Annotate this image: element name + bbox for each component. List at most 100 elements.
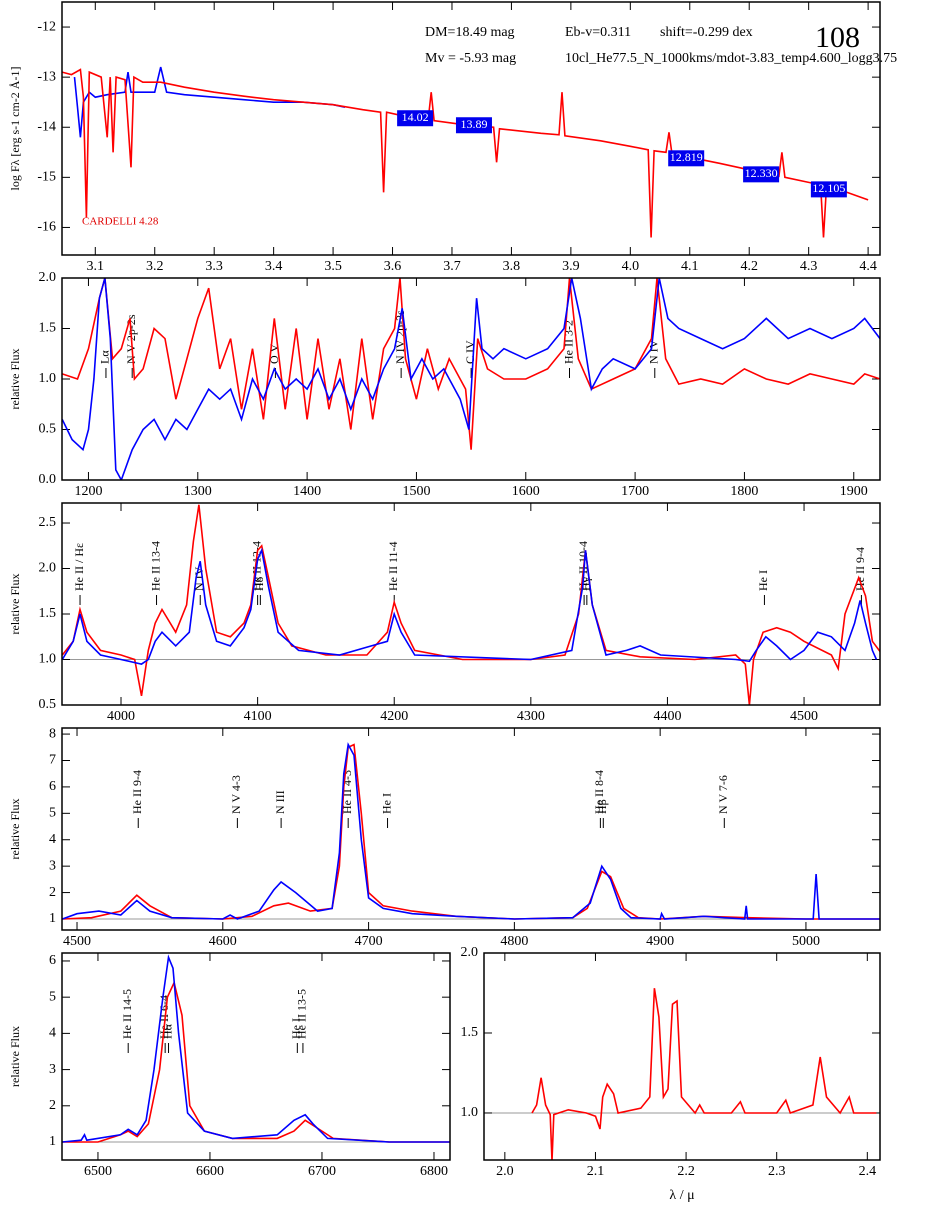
x-tick-label: 2.4 <box>859 1164 877 1179</box>
spectrum-line <box>62 954 450 1143</box>
photometry-label: 12.819 <box>670 150 703 164</box>
x-tick-label: 4700 <box>355 934 383 949</box>
y-axis-label: relative Flux <box>8 799 22 860</box>
photometry-label: 14.02 <box>402 110 429 124</box>
x-tick-label: 3.6 <box>384 259 402 274</box>
line-label: He II 3-2 <box>561 320 575 364</box>
y-axis-label: relative Flux <box>8 1026 22 1087</box>
x-tick-label: 3.4 <box>265 259 283 274</box>
y-tick-label: 7 <box>49 753 56 768</box>
x-tick-label: 4500 <box>63 934 91 949</box>
x-tick-label: 1700 <box>621 484 649 499</box>
x-tick-label: 4600 <box>209 934 237 949</box>
line-label: He II / Hε <box>72 543 86 591</box>
photometry-box <box>455 117 492 134</box>
spectrum-line <box>62 68 869 238</box>
x-tick-label: 3.3 <box>205 259 223 274</box>
y-tick-label: 4 <box>49 1026 56 1041</box>
y-tick-label: 2.0 <box>461 945 479 960</box>
y-tick-label: 0.5 <box>39 697 57 712</box>
plot-frame <box>61 952 451 1161</box>
line-label: He I <box>379 793 393 814</box>
photometry-box <box>810 181 847 198</box>
x-tick-label: 2.2 <box>677 1164 695 1179</box>
y-tick-label: 0.0 <box>39 472 57 487</box>
y-tick-label: 1.5 <box>39 321 57 336</box>
y-tick-label: 3 <box>49 858 56 873</box>
x-tick-label: 2.0 <box>496 1164 514 1179</box>
x-tick-label: 2.1 <box>587 1164 605 1179</box>
y-tick-label: -13 <box>37 69 56 84</box>
y-tick-label: -16 <box>37 220 56 235</box>
x-tick-label: 4100 <box>244 709 272 724</box>
y-tick-label: 5 <box>49 806 56 821</box>
x-tick-label: 3.8 <box>503 259 521 274</box>
line-label: N V 4-3 <box>229 775 243 814</box>
info-text: DM=18.49 mag <box>425 25 515 40</box>
x-tick-label: 4.1 <box>681 259 699 274</box>
y-axis-label: relative Flux <box>8 349 22 410</box>
photometry-box <box>397 110 434 127</box>
x-tick-label: 3.5 <box>324 259 342 274</box>
y-tick-label: 2.5 <box>39 515 57 530</box>
plot-frame <box>61 1 881 256</box>
photometry-label: 13.89 <box>460 117 487 131</box>
x-tick-label: 1900 <box>840 484 868 499</box>
line-label: He I <box>289 1018 303 1039</box>
x-tick-label: 1300 <box>184 484 212 499</box>
spectrum-line <box>62 742 880 920</box>
x-tick-label: 3.2 <box>146 259 164 274</box>
plot-frame <box>483 952 881 1161</box>
x-tick-label: 3.9 <box>562 259 580 274</box>
x-tick-label: 4000 <box>107 709 135 724</box>
x-tick-label: 4500 <box>790 709 818 724</box>
x-tick-label: 1200 <box>74 484 102 499</box>
plot-frame <box>61 502 881 706</box>
spectrum-line <box>531 988 877 1160</box>
y-tick-label: 2.0 <box>39 561 57 576</box>
y-tick-label: 2.0 <box>39 270 57 285</box>
y-tick-label: 6 <box>49 779 56 794</box>
y-tick-label: 2 <box>49 1098 56 1113</box>
y-tick-label: 6 <box>49 953 56 968</box>
x-tick-label: 1600 <box>512 484 540 499</box>
x-tick-label: 4800 <box>500 934 528 949</box>
spectrum-line <box>62 278 880 450</box>
plot-frame <box>61 727 881 931</box>
x-tick-label: 3.1 <box>87 259 105 274</box>
x-tick-label: 1500 <box>402 484 430 499</box>
line-label: He II 6-4 <box>157 995 171 1039</box>
y-tick-label: 1 <box>49 1134 56 1149</box>
y-tick-label: -14 <box>37 119 56 134</box>
line-label: He II 13-4 <box>148 541 162 591</box>
x-tick-label: 4400 <box>653 709 681 724</box>
line-label: C IV <box>463 340 477 364</box>
page-number: 108 <box>815 21 860 54</box>
y-tick-label: 8 <box>49 726 56 741</box>
y-tick-label: 1.0 <box>39 371 57 386</box>
x-tick-label: 4200 <box>380 709 408 724</box>
x-tick-label: 4.2 <box>740 259 758 274</box>
line-label: He II 9-4 <box>853 547 867 591</box>
x-axis-label: λ / μ <box>669 1188 694 1203</box>
y-axis-label: relative Flux <box>8 574 22 635</box>
spectrum-line <box>73 66 346 138</box>
y-tick-label: 1 <box>49 911 56 926</box>
x-tick-label: 5000 <box>792 934 820 949</box>
info-text: shift=-0.299 dex <box>660 25 753 40</box>
photometry-label: 12.330 <box>745 166 778 180</box>
extinction-note: CARDELLI 4.28 <box>82 216 159 228</box>
y-tick-label: 1.5 <box>461 1025 479 1040</box>
y-axis-label: log Fλ [erg s-1 cm-2 Å-1] <box>8 67 22 191</box>
line-label: Hβ <box>595 799 609 814</box>
x-tick-label: 4300 <box>517 709 545 724</box>
x-tick-label: 4.4 <box>859 259 877 274</box>
spectrum-line <box>62 278 880 480</box>
x-tick-label: 3.7 <box>443 259 461 274</box>
y-tick-label: 0.5 <box>39 422 57 437</box>
y-tick-label: 1.0 <box>39 652 57 667</box>
line-label: He II 13-5 <box>295 989 309 1039</box>
line-label: He II 8-4 <box>592 770 606 814</box>
x-tick-label: 4.0 <box>622 259 640 274</box>
